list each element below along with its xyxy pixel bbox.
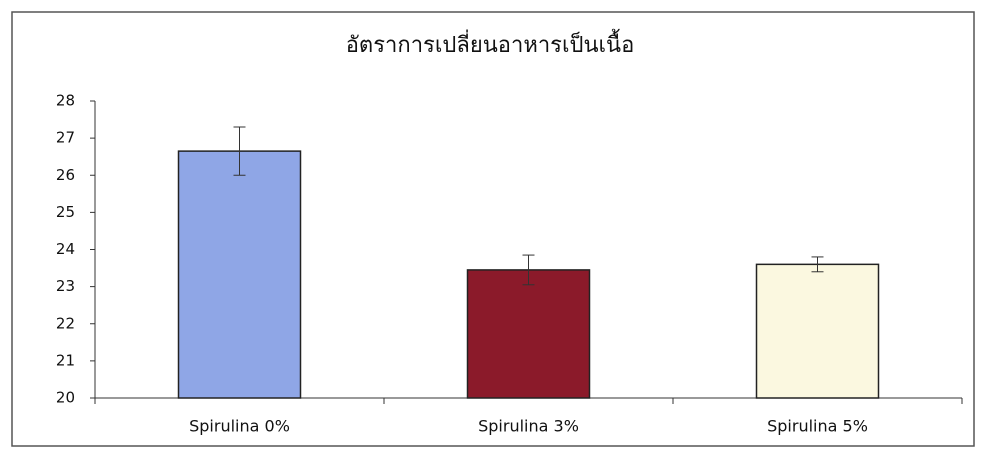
y-tick-label: 23 xyxy=(56,277,75,295)
y-tick-label: 22 xyxy=(56,314,75,332)
bar xyxy=(468,270,590,398)
bar xyxy=(757,264,879,398)
chart: อัตราการเปลี่ยนอาหารเป็นเนื้อ 20 21 22 23 24… xyxy=(0,0,987,457)
y-tick-label: 21 xyxy=(56,351,75,369)
y-tick-label: 27 xyxy=(56,129,75,147)
y-tick-label: 28 xyxy=(56,92,75,110)
y-tick-label: 25 xyxy=(56,203,75,221)
x-tick-label: Spirulina 5% xyxy=(767,417,868,436)
bar xyxy=(179,151,301,398)
y-tick-label: 26 xyxy=(56,166,75,184)
x-tick-label: Spirulina 0% xyxy=(189,417,290,436)
y-tick-label: 20 xyxy=(56,389,75,407)
y-tick-label: 24 xyxy=(56,240,75,258)
chart-title: อัตราการเปลี่ยนอาหารเป็นเนื้อ xyxy=(346,29,635,58)
x-tick-label: Spirulina 3% xyxy=(478,417,579,436)
